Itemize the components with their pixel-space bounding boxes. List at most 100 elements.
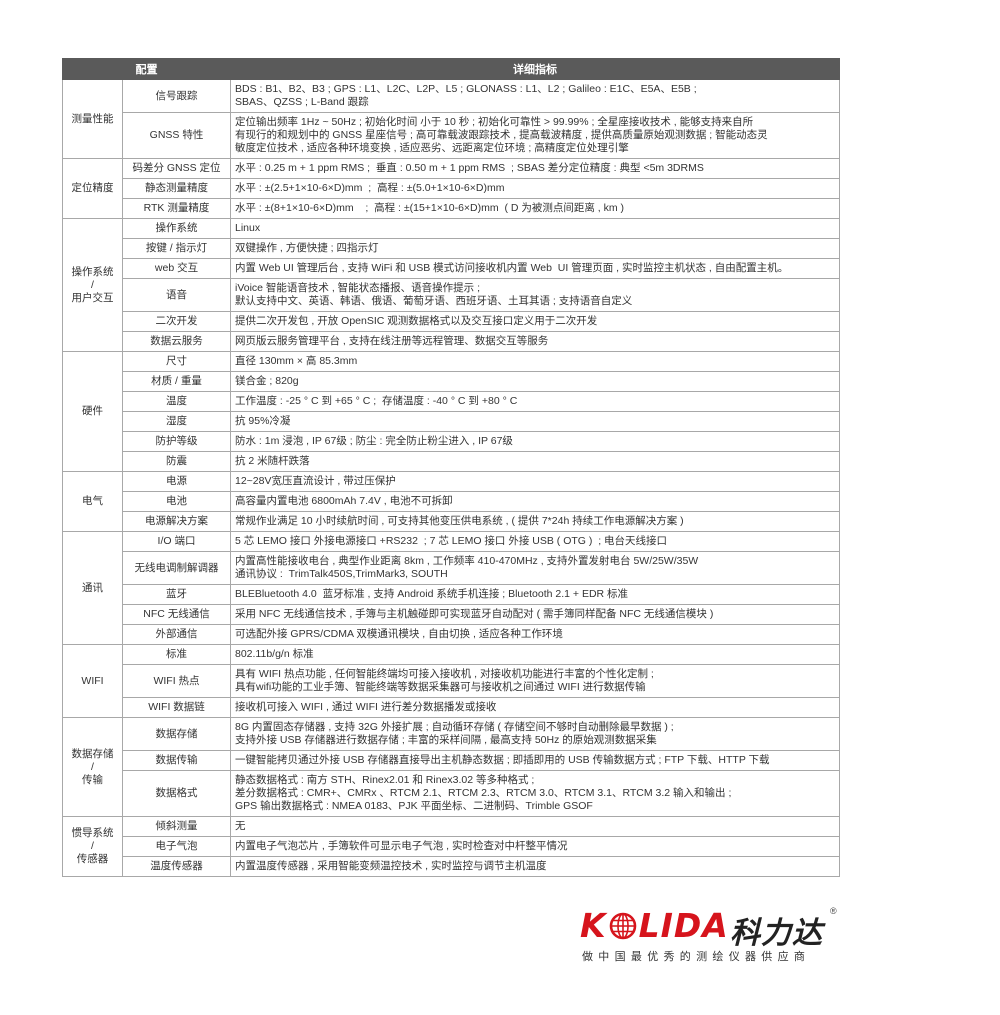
spec-item: 数据云服务 — [122, 331, 231, 352]
spec-item: WIFI 数据链 — [122, 697, 231, 718]
spec-item: 湿度 — [122, 411, 231, 432]
spec-detail: 直径 130mm × 高 85.3mm — [230, 351, 840, 372]
table-row: 温度 工作温度 : -25 ° C 到 +65 ° C ; 存储温度 : -40 … — [63, 391, 840, 412]
spec-detail: 接收机可接入 WIFI , 通过 WIFI 进行差分数据播发或接收 — [230, 697, 840, 718]
spec-item: 材质 / 重量 — [122, 371, 231, 392]
table-row: RTK 测量精度 水平 : ±(8+1×10-6×D)mm ; 高程 : ±(15… — [63, 198, 840, 219]
table-row: web 交互 内置 Web UI 管理后台 , 支持 WiFi 和 USB 模式访… — [63, 258, 840, 279]
spec-item: 防护等级 — [122, 431, 231, 452]
table-row: 数据格式 静态数据格式 : 南方 STH、Rinex2.01 和 Rinex3.0… — [63, 770, 840, 817]
group-label: 硬件 — [62, 351, 123, 472]
table-row: WIFI 数据链 接收机可接入 WIFI , 通过 WIFI 进行差分数据播发或接… — [63, 697, 840, 718]
spec-item: 静态测量精度 — [122, 178, 231, 199]
header-config: 配置 — [62, 58, 231, 80]
spec-detail: 镁合金 ; 820g — [230, 371, 840, 392]
table-row: 电池 高容量内置电池 6800mAh 7.4V , 电池不可拆卸 — [63, 491, 840, 512]
spec-detail: 内置高性能接收电台 , 典型作业距离 8km , 工作频率 410-470MHz… — [230, 551, 840, 585]
table-row: 防震抗 2 米随杆跌落 — [63, 451, 840, 472]
spec-table: 配置 详细指标 测量性能 信号跟踪 BDS : B1、B2、B3 ; GPS : L… — [62, 58, 840, 877]
spec-item: 数据格式 — [122, 770, 231, 817]
spec-detail: 水平 : 0.25 m + 1 ppm RMS ; 垂直 : 0.50 m + … — [230, 158, 840, 179]
spec-item: 电源 — [122, 471, 231, 492]
spec-item: WIFI 热点 — [122, 664, 231, 698]
logo-brand-cn: 科力达 — [730, 917, 823, 950]
spec-detail: 常规作业满足 10 小时续航时间 , 可支持其他变压供电系统 , ( 提供 7*… — [230, 511, 840, 532]
table-row: WIFI 热点 具有 WIFI 热点功能 , 任何智能终端均可接入接收机 , 对接… — [63, 664, 840, 698]
group-label: WIFI — [62, 644, 123, 718]
spec-item: 电子气泡 — [122, 836, 231, 857]
logo-brand-lida: LIDA — [638, 906, 729, 945]
table-header-row: 配置 详细指标 — [62, 58, 840, 80]
spec-item: 电源解决方案 — [122, 511, 231, 532]
spec-item: web 交互 — [122, 258, 231, 279]
spec-item: NFC 无线通信 — [122, 604, 231, 625]
spec-item: 外部通信 — [122, 624, 231, 645]
group-label: 数据存储 / 传输 — [62, 717, 123, 817]
spec-item: 码差分 GNSS 定位 — [122, 158, 231, 179]
group-label: 惯导系统 / 传感器 — [62, 816, 123, 877]
spec-detail: 水平 : ±(2.5+1×10-6×D)mm ; 高程 : ±(5.0+1×10… — [230, 178, 840, 199]
spec-detail: 高容量内置电池 6800mAh 7.4V , 电池不可拆卸 — [230, 491, 840, 512]
spec-detail: 8G 内置固态存储器 , 支持 32G 外接扩展 ; 自动循环存储 ( 存储空间… — [230, 717, 840, 751]
spec-detail: 内置电子气泡芯片 , 手簿软件可显示电子气泡 , 实时检查对中杆整平情况 — [230, 836, 840, 857]
spec-item: 蓝牙 — [122, 584, 231, 605]
spec-detail: Linux — [230, 218, 840, 239]
table-row: 测量性能 信号跟踪 BDS : B1、B2、B3 ; GPS : L1、L2C、L2… — [62, 79, 840, 159]
spec-detail: 双键操作 , 方便快捷 ; 四指示灯 — [230, 238, 840, 259]
table-row: 外部通信 可选配外接 GPRS/CDMA 双模通讯模块 , 自由切换 , 适应各种… — [63, 624, 840, 645]
spec-detail: 12~28V宽压直流设计 , 带过压保护 — [230, 471, 840, 492]
spec-detail: 5 芯 LEMO 接口 外接电源接口 +RS232 ; 7 芯 LEMO 接口 … — [230, 531, 840, 552]
spec-item: 二次开发 — [122, 311, 231, 332]
table-row: NFC 无线通信 采用 NFC 无线通信技术 , 手簿与主机触碰即可实现蓝牙自动配… — [63, 604, 840, 625]
spec-item: 语音 — [122, 278, 231, 312]
globe-icon — [609, 912, 636, 940]
table-row: GNSS 特性 定位输出频率 1Hz ~ 50Hz ; 初始化时间 小于 10 秒… — [63, 112, 840, 159]
table-row: 数据云服务 网页版云服务管理平台 , 支持在线注册等远程管理、数据交互等服务 — [63, 331, 840, 352]
table-row: 无线电调制解调器 内置高性能接收电台 , 典型作业距离 8km , 工作频率 41… — [63, 551, 840, 585]
table-row: 防护等级 防水 : 1m 浸泡 , IP 67级 ; 防尘 : 完全防止粉尘进入 … — [63, 431, 840, 452]
table-row: 数据存储 / 传输 数据存储 8G 内置固态存储器 , 支持 32G 外接扩展 ; … — [62, 717, 840, 817]
logo-brand-mark: K LIDA — [580, 906, 729, 945]
spec-item: 尺寸 — [122, 351, 231, 372]
table-row: 操作系统 / 用户交互 操作系统 Linux — [62, 218, 840, 352]
spec-detail: 无 — [230, 816, 840, 837]
spec-item: 按键 / 指示灯 — [122, 238, 231, 259]
table-row: 硬件 尺寸 直径 130mm × 高 85.3mm — [62, 351, 840, 472]
logo-brand-k: K — [580, 906, 607, 945]
spec-item: RTK 测量精度 — [122, 198, 231, 219]
spec-detail: 具有 WIFI 热点功能 , 任何智能终端均可接入接收机 , 对接收机功能进行丰… — [230, 664, 840, 698]
table-row: 通讯 I/O 端口 5 芯 LEMO 接口 外接电源接口 +RS232 ; 7 芯 … — [62, 531, 840, 645]
spec-detail: 水平 : ±(8+1×10-6×D)mm ; 高程 : ±(15+1×10-6×… — [230, 198, 840, 219]
spec-detail: 提供二次开发包 , 开放 OpenSIC 观测数据格式以及交互接口定义用于二次开… — [230, 311, 840, 332]
table-row: 蓝牙 BLEBluetooth 4.0 蓝牙标准 , 支持 Android 系统手… — [63, 584, 840, 605]
table-row: 惯导系统 / 传感器 倾斜测量无 — [62, 816, 840, 877]
header-detail: 详细指标 — [230, 58, 840, 80]
kolida-logo: K LIDA 科力达 ® 做中国最优秀的测绘仪器供应商 — [580, 906, 840, 966]
table-row: 温度传感器 内置温度传感器 , 采用智能变频温控技术 , 实时监控与调节主机温度 — [63, 856, 840, 877]
spec-detail: 抗 95%冷凝 — [230, 411, 840, 432]
group-label: 电气 — [62, 471, 123, 532]
spec-item: GNSS 特性 — [122, 112, 231, 159]
spec-item: 温度传感器 — [122, 856, 231, 877]
spec-item: 数据传输 — [122, 750, 231, 771]
spec-detail: 采用 NFC 无线通信技术 , 手簿与主机触碰即可实现蓝牙自动配对 ( 需手簿同… — [230, 604, 840, 625]
group-label: 定位精度 — [62, 158, 123, 219]
table-row: WIFI 标准 802.11b/g/n 标准 — [62, 644, 840, 718]
table-row: 电源解决方案 常规作业满足 10 小时续航时间 , 可支持其他变压供电系统 , (… — [63, 511, 840, 532]
spec-item: 无线电调制解调器 — [122, 551, 231, 585]
spec-item: 倾斜测量 — [122, 816, 231, 837]
spec-detail: 内置温度传感器 , 采用智能变频温控技术 , 实时监控与调节主机温度 — [230, 856, 840, 877]
spec-item: 操作系统 — [122, 218, 231, 239]
spec-detail: 802.11b/g/n 标准 — [230, 644, 840, 665]
table-row: 语音 iVoice 智能语音技术 , 智能状态播报、语音操作提示 ; 默认支持中文… — [63, 278, 840, 312]
table-row: 数据传输 一键智能拷贝通过外接 USB 存储器直接导出主机静态数据 ; 即插即用的… — [63, 750, 840, 771]
spec-detail: 工作温度 : -25 ° C 到 +65 ° C ; 存储温度 : -40 ° … — [230, 391, 840, 412]
table-row: 定位精度 码差分 GNSS 定位 水平 : 0.25 m + 1 ppm RMS ;… — [62, 158, 840, 219]
spec-item: 防震 — [122, 451, 231, 472]
table-row: 静态测量精度 水平 : ±(2.5+1×10-6×D)mm ; 高程 : ±(5.… — [63, 178, 840, 199]
table-row: 电子气泡 内置电子气泡芯片 , 手簿软件可显示电子气泡 , 实时检查对中杆整平情况 — [63, 836, 840, 857]
spec-detail: BLEBluetooth 4.0 蓝牙标准 , 支持 Android 系统手机连… — [230, 584, 840, 605]
spec-detail: 一键智能拷贝通过外接 USB 存储器直接导出主机静态数据 ; 即插即用的 USB… — [230, 750, 840, 771]
spec-item: 温度 — [122, 391, 231, 412]
table-row: 材质 / 重量 镁合金 ; 820g — [63, 371, 840, 392]
